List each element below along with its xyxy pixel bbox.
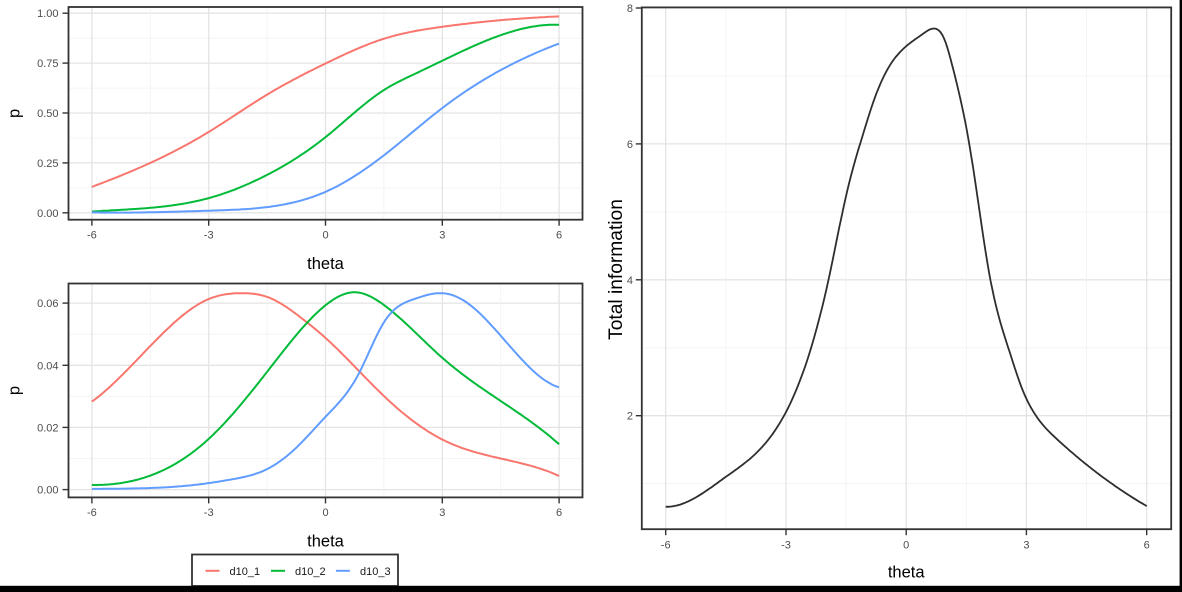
svg-text:theta: theta	[888, 564, 926, 582]
svg-text:d10_3: d10_3	[360, 566, 391, 578]
svg-text:-3: -3	[204, 230, 214, 242]
svg-text:4: 4	[627, 275, 633, 287]
svg-text:p: p	[6, 386, 24, 395]
svg-text:0.50: 0.50	[37, 108, 58, 120]
svg-text:0.04: 0.04	[37, 360, 58, 372]
svg-text:3: 3	[439, 507, 445, 519]
svg-text:0.06: 0.06	[37, 298, 58, 310]
svg-text:d10_2: d10_2	[295, 566, 326, 578]
svg-text:p: p	[6, 109, 24, 118]
svg-text:0.02: 0.02	[37, 422, 58, 434]
svg-text:6: 6	[556, 230, 562, 242]
svg-text:-6: -6	[661, 540, 671, 552]
svg-text:theta: theta	[307, 532, 345, 550]
svg-text:0.25: 0.25	[37, 158, 58, 170]
svg-text:-6: -6	[87, 507, 97, 519]
svg-text:-3: -3	[204, 507, 214, 519]
svg-text:6: 6	[556, 507, 562, 519]
svg-text:0: 0	[903, 540, 909, 552]
svg-text:0.00: 0.00	[37, 208, 58, 220]
svg-text:0: 0	[322, 507, 328, 519]
svg-text:0.75: 0.75	[37, 58, 58, 70]
svg-text:6: 6	[627, 139, 633, 151]
svg-text:3: 3	[1023, 540, 1029, 552]
svg-text:8: 8	[627, 3, 633, 15]
svg-text:-6: -6	[87, 230, 97, 242]
svg-text:1.00: 1.00	[37, 8, 58, 20]
svg-text:6: 6	[1144, 540, 1150, 552]
svg-text:theta: theta	[307, 255, 345, 273]
svg-text:Total information: Total information	[606, 199, 627, 340]
svg-text:2: 2	[627, 411, 633, 423]
svg-text:0: 0	[322, 230, 328, 242]
svg-text:d10_1: d10_1	[230, 566, 261, 578]
svg-text:-3: -3	[781, 540, 791, 552]
svg-text:0.00: 0.00	[37, 485, 58, 497]
svg-text:3: 3	[439, 230, 445, 242]
